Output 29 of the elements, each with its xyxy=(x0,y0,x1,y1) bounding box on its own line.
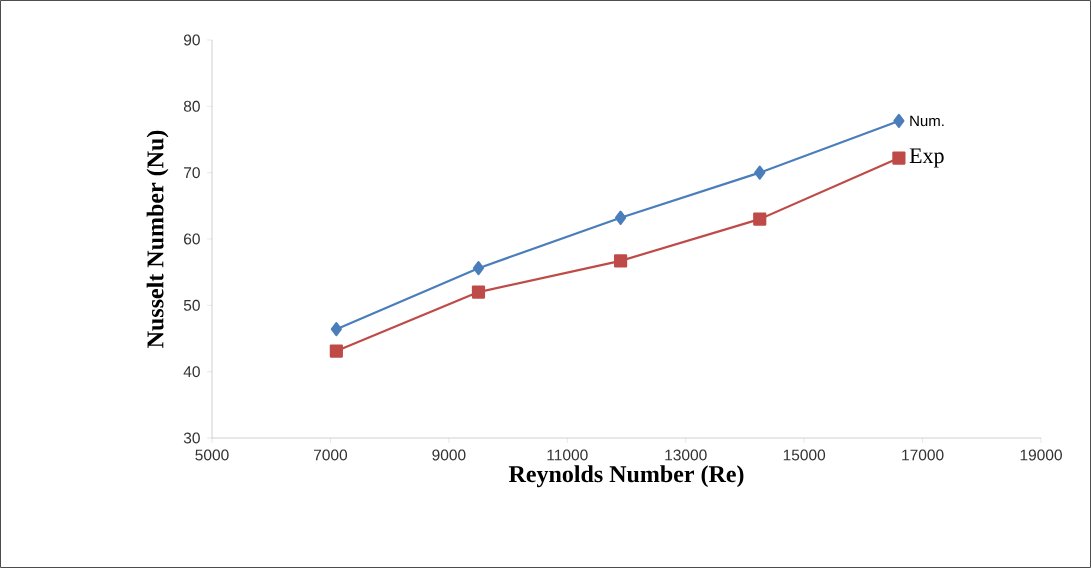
point xyxy=(613,254,628,268)
point xyxy=(893,113,905,129)
y-tick-label: 80 xyxy=(183,100,200,112)
x-axis-title: Reynolds Number (Re) xyxy=(508,465,744,488)
x-tick-label: 19000 xyxy=(1020,449,1062,461)
point xyxy=(472,261,485,276)
y-axis-title: Nusselt Number (Nu) xyxy=(146,130,169,348)
x-tick-label: 9000 xyxy=(432,449,466,461)
y-tick-label: 40 xyxy=(183,366,200,378)
x-tick-label: 17000 xyxy=(902,449,944,461)
x-tick-label: 7000 xyxy=(313,449,348,461)
point xyxy=(892,151,906,165)
series-label: Num. xyxy=(910,115,944,127)
series-label: Exp xyxy=(909,148,944,168)
x-tick-label: 11000 xyxy=(547,449,588,461)
point xyxy=(753,212,767,226)
y-tick-label: 30 xyxy=(183,432,200,444)
x-tick-label: 5000 xyxy=(195,449,229,461)
point xyxy=(614,210,627,225)
y-tick-label: 70 xyxy=(184,167,200,179)
y-tick-label: 90 xyxy=(183,34,200,46)
y-tick-label: 50 xyxy=(183,299,200,311)
point xyxy=(329,344,343,358)
point xyxy=(471,285,486,299)
x-tick-label: 15000 xyxy=(783,449,826,461)
point xyxy=(330,322,342,337)
point xyxy=(754,165,766,180)
x-tick-label: 13000 xyxy=(665,449,707,461)
y-tick-label: 60 xyxy=(184,233,200,245)
